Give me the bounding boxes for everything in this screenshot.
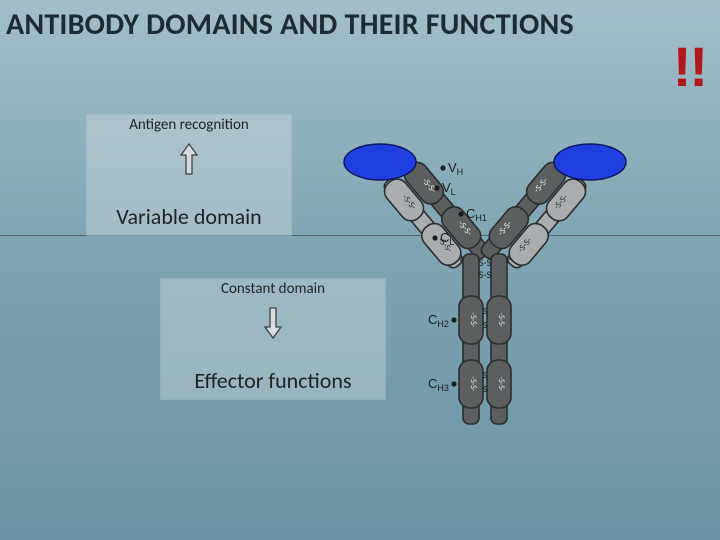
svg-text:-S-S-: -S-S- <box>496 313 506 328</box>
ch2-label: CH2 <box>428 312 449 329</box>
svg-text:S: S <box>483 320 487 331</box>
ch3-label: CH3 <box>428 376 449 393</box>
svg-text:-S-S-: -S-S- <box>468 377 478 392</box>
antigen-recognition-label: Antigen recognition <box>129 116 249 134</box>
exclamation-marks: !! <box>673 34 706 99</box>
variable-domain-box: Antigen recognition Variable domain <box>86 114 292 236</box>
vh-label: VH <box>448 160 463 177</box>
variable-domain-label: Variable domain <box>116 203 261 236</box>
svg-text:-S-S-: -S-S- <box>496 377 506 392</box>
down-arrow-icon <box>264 306 282 340</box>
up-arrow-icon <box>180 142 198 176</box>
constant-domain-label: Constant domain <box>221 280 325 298</box>
antigen-left-icon <box>344 144 416 180</box>
antibody-diagram: -S-S- -S-S- -S-S- -S-S- S-S -S-S- -S-S- … <box>320 126 650 461</box>
svg-text:S: S <box>483 384 487 395</box>
vl-label: VL <box>442 180 456 197</box>
svg-text:-S-S-: -S-S- <box>468 313 478 328</box>
ch1-label: CH1 <box>466 206 487 223</box>
page-title: ANTIBODY DOMAINS AND THEIR FUNCTIONS <box>6 6 714 43</box>
hinge-ss-label: S-S <box>479 268 492 281</box>
antigen-right-icon <box>554 144 626 180</box>
svg-text:S: S <box>483 370 487 381</box>
svg-text:S: S <box>483 306 487 317</box>
